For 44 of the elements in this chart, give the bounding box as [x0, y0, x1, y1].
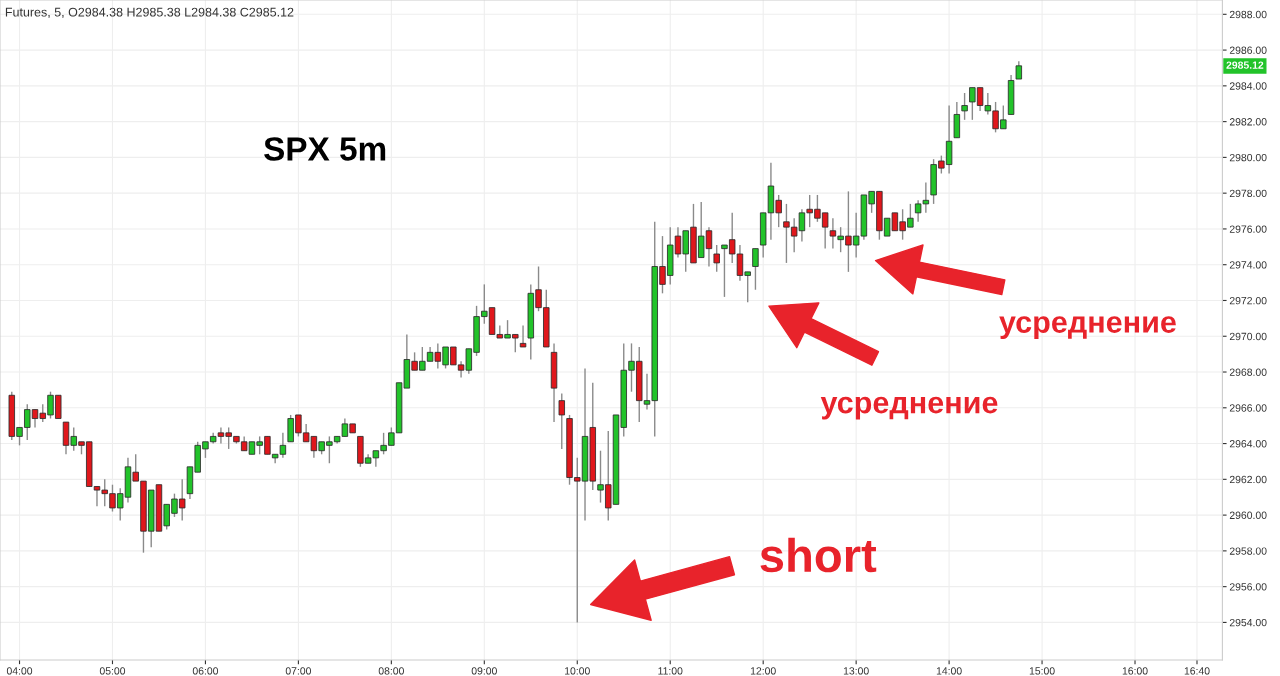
x-tick-label: 05:00 [99, 667, 126, 675]
x-tick-label: 10:00 [565, 667, 590, 675]
text: 2985.12 [1226, 61, 1264, 69]
candlestick [558, 392, 565, 450]
x-tick-label: 16:00 [1122, 667, 1148, 675]
y-tick-label: 2958.00 [1229, 547, 1267, 555]
y-tick-label: 2956.00 [1229, 583, 1267, 591]
y-tick-label: 2980.00 [1229, 153, 1267, 162]
y-tick-label: 2964.00 [1229, 440, 1267, 448]
x-tick-label: 08:00 [378, 667, 404, 675]
x-tick-label: 11:00 [658, 667, 683, 675]
y-tick-label: 2984.00 [1229, 82, 1267, 90]
y-tick-label: 2976.00 [1229, 225, 1267, 233]
x-tick-label: 13:00 [843, 667, 869, 675]
y-tick-label: 2978.00 [1229, 189, 1267, 198]
y-tick-label: 2962.00 [1229, 475, 1267, 484]
candlestick [953, 101, 961, 139]
y-tick-label: 2974.00 [1229, 261, 1267, 269]
candlestick [713, 244, 720, 273]
x-tick-label: 07:00 [285, 667, 312, 675]
annotation: усреднение [999, 316, 1176, 339]
y-tick-label: 2968.00 [1229, 368, 1267, 376]
y-tick-label: 2982.00 [1229, 118, 1267, 126]
y-tick-label: 2970.00 [1229, 332, 1267, 341]
x-tick-label: 12:00 [750, 667, 776, 675]
candlestick [519, 324, 527, 348]
x-tick-label: 15:00 [1029, 667, 1055, 675]
y-tick-label: 2954.00 [1229, 618, 1267, 627]
candlestick [752, 247, 759, 291]
y-tick-label: 2988.00 [1229, 10, 1267, 19]
annotation: Futures, 5, O2984.38 H2985.38 L2984.38 C2985.12 [5, 7, 294, 19]
y-tick-label: 2960.00 [1229, 511, 1267, 519]
x-tick-label: 09:00 [471, 667, 497, 675]
y-tick-label: 2972.00 [1229, 296, 1267, 305]
x-tick-label: 14:00 [936, 667, 962, 675]
y-tick-label: 2966.00 [1229, 404, 1267, 412]
x-tick-label: 04:00 [6, 667, 33, 675]
annotation: SPX 5m [264, 137, 386, 161]
y-tick-label: 2986.00 [1229, 46, 1267, 54]
annotation: short [760, 537, 877, 573]
x-tick-label: 16:40 [1184, 667, 1210, 675]
candlestick [961, 92, 968, 121]
x-tick-label: 06:00 [192, 667, 219, 675]
annotation: усреднение [820, 396, 998, 420]
